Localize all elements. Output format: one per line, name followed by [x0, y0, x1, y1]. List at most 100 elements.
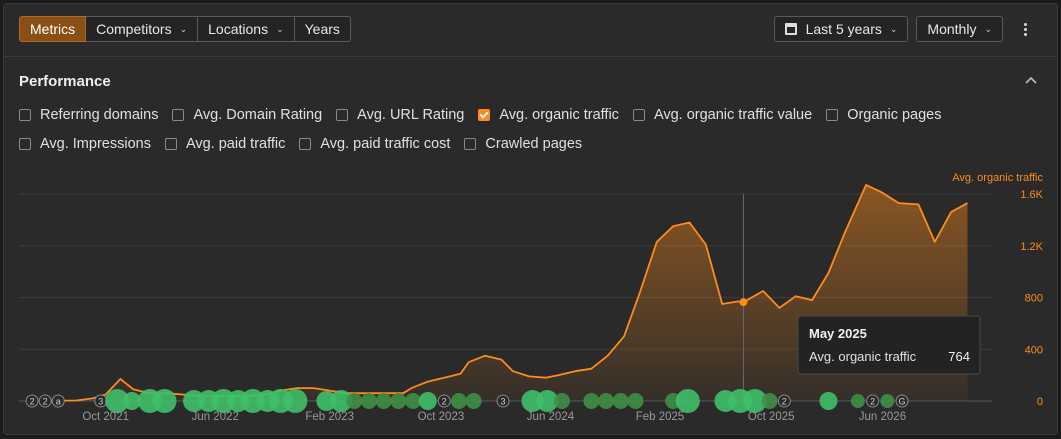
y-tick-label: 1.2K [1020, 241, 1043, 253]
annotation-marker [465, 393, 482, 409]
more-options-icon[interactable] [1015, 16, 1035, 42]
annotation-marker [895, 394, 909, 408]
metric-checkbox-avg-paid-traffic-cost[interactable]: Avg. paid traffic cost [299, 136, 450, 152]
tab-label: Locations [208, 21, 269, 37]
metric-label: Avg. organic traffic [499, 107, 619, 123]
calendar-icon [784, 23, 797, 35]
tooltip [797, 315, 981, 375]
checkbox-icon[interactable] [164, 138, 177, 150]
tab-years[interactable]: Years [294, 16, 351, 42]
annotation-marker [38, 394, 52, 408]
checkbox-icon[interactable] [299, 138, 312, 150]
interval-label: Monthly [927, 21, 977, 37]
annotation-marker [496, 394, 510, 408]
annotation-marker [819, 392, 838, 410]
annotation-marker [675, 389, 700, 413]
x-tick-label: Jun 2024 [527, 411, 575, 423]
tab-competitors[interactable]: Competitors ⌄ [86, 16, 199, 42]
annotation-marker [850, 394, 865, 408]
metric-label: Avg. URL Rating [357, 107, 465, 123]
checkbox-icon[interactable] [464, 138, 477, 150]
annotation-marker [283, 389, 308, 413]
series-area [43, 184, 968, 401]
checkbox-icon[interactable] [19, 109, 31, 121]
tab-locations[interactable]: Locations ⌄ [198, 16, 295, 42]
tooltip-label: Avg. organic traffic [809, 349, 917, 364]
annotation-marker [742, 389, 767, 413]
annotation-marker [25, 394, 39, 408]
annotation-marker [405, 393, 422, 409]
y-tick-label: 1.6K [1020, 189, 1043, 201]
annotation-marker [450, 393, 467, 409]
metric-checkbox-avg-organic-traffic[interactable]: Avg. organic traffic [478, 107, 619, 123]
annotation-label: 2 [782, 397, 787, 407]
toolbar: Metrics Competitors ⌄ Locations ⌄ Years Last … [4, 4, 1057, 57]
annotation-marker [360, 393, 377, 409]
metric-checkbox-avg-domain-rating[interactable]: Avg. Domain Rating [172, 107, 322, 123]
tooltip-value: 764 [948, 349, 970, 364]
annotation-marker [536, 390, 559, 412]
annotation-marker [152, 389, 177, 413]
metric-label: Crawled pages [485, 136, 583, 152]
metric-checkbox-avg-paid-traffic[interactable]: Avg. paid traffic [164, 136, 286, 152]
chevron-down-icon: ⌄ [179, 23, 188, 34]
annotation-marker [346, 393, 363, 409]
annotation-marker [122, 392, 141, 410]
metric-label: Avg. paid traffic [185, 136, 286, 152]
annotation-label: G [899, 397, 906, 407]
metric-label: Referring domains [40, 107, 159, 123]
x-tick-label: Feb 2023 [305, 411, 354, 423]
tab-label: Years [304, 21, 340, 37]
annotation-marker [51, 394, 65, 408]
annotation-marker [583, 393, 600, 409]
x-tick-label: Oct 2025 [748, 411, 795, 423]
annotation-marker [880, 394, 895, 408]
annotation-marker [330, 390, 353, 412]
tooltip-title: May 2025 [809, 326, 867, 341]
annotation-label: a [56, 397, 61, 407]
annotation-marker [418, 392, 437, 410]
y-tick-label: 400 [1025, 344, 1043, 356]
checkbox-icon[interactable] [336, 109, 349, 121]
metric-checkbox-avg-url-rating[interactable]: Avg. URL Rating [336, 107, 464, 123]
checkbox-icon[interactable] [826, 109, 839, 121]
section-title: Performance [19, 73, 111, 90]
y-axis-label: Avg. organic traffic [952, 172, 1043, 184]
metric-label: Avg. paid traffic cost [320, 136, 451, 152]
collapse-icon[interactable] [1023, 72, 1039, 88]
tab-label: Metrics [30, 21, 76, 37]
annotation-marker [777, 394, 791, 408]
annotation-marker [553, 393, 570, 409]
annotation-marker [761, 393, 778, 409]
metric-checkbox-referring-domains[interactable]: Referring domains [19, 107, 158, 123]
tab-metrics[interactable]: Metrics [19, 16, 87, 42]
annotation-marker [390, 393, 407, 409]
annotation-marker [375, 393, 392, 409]
checkbox-icon[interactable] [172, 109, 185, 121]
performance-panel: Metrics Competitors ⌄ Locations ⌄ Years Last … [3, 3, 1058, 435]
annotation-label: 3 [98, 397, 103, 407]
period-dropdown[interactable]: Last 5 years ⌄ [773, 16, 909, 42]
checkbox-checked-icon[interactable] [478, 109, 491, 121]
interval-dropdown[interactable]: Monthly ⌄ [916, 16, 1003, 42]
annotation-label: 2 [30, 397, 35, 407]
metric-checkbox-organic-pages[interactable]: Organic pages [826, 107, 942, 123]
y-tick-label: 800 [1025, 293, 1043, 305]
metric-checkbox-crawled-pages[interactable]: Crawled pages [464, 136, 582, 152]
y-tick-label: 0 [1037, 396, 1043, 408]
annotation-label: 2 [43, 397, 48, 407]
annotation-label: 2 [870, 397, 875, 407]
tab-label: Competitors [96, 21, 172, 37]
metric-checkboxes-row-2: Avg. Impressions Avg. paid traffic Avg. pa… [19, 136, 596, 152]
metric-checkbox-avg-organic-traffic-value[interactable]: Avg. organic traffic value [632, 107, 813, 123]
metric-checkbox-avg-impressions[interactable]: Avg. Impressions [19, 136, 151, 152]
checkbox-icon[interactable] [19, 138, 31, 150]
annotation-label: 2 [442, 397, 447, 407]
annotation-marker [437, 394, 451, 408]
annotation-marker [105, 389, 130, 413]
metric-label: Avg. organic traffic value [653, 107, 813, 123]
annotation-marker [627, 393, 644, 409]
chevron-down-icon: ⌄ [276, 23, 284, 34]
checkbox-icon[interactable] [632, 109, 645, 121]
